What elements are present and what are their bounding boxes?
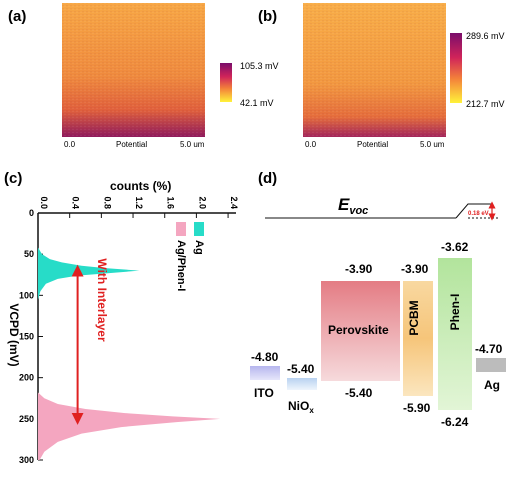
top-axis-ticks: 0.0 0.4 0.8 1.2 1.6 2.0 2.4 (37, 196, 239, 218)
top-axis-tick-label: 1.2 (134, 196, 144, 209)
left-axis-tick-label: 0 (29, 208, 34, 218)
evoc-main: E (338, 195, 350, 214)
panel-d: (d) 0.18 eV Evoc -4.80 ITO -5.40 NiOx -3… (250, 170, 506, 429)
panel-c-label: (c) (4, 170, 22, 187)
interlayer-arrow-label: With Interlayer (95, 258, 109, 342)
evoc-step (455, 203, 492, 219)
layer-perovskite-bottom: -5.40 (345, 386, 373, 400)
layer-perovskite-top: -3.90 (345, 262, 373, 276)
series-ag (38, 247, 140, 300)
legend-swatch-ag-phen (176, 222, 186, 236)
panel-a-label: (a) (8, 8, 26, 25)
panel-d-label: (d) (258, 170, 277, 187)
left-axis-tick-label: 300 (19, 455, 34, 465)
evoc-voltage: 0.18 eV (468, 211, 489, 217)
panel-a: (a) 105.3 mV 42.1 mV 0.0 Potential 5.0 u… (8, 3, 279, 149)
left-axis-tick-label: 50 (24, 249, 34, 259)
evoc-sub: voc (349, 205, 368, 217)
evoc-label: Evoc (338, 195, 368, 217)
panel-c: (c) counts (%) 0.0 0.4 0.8 1.2 1.6 2.0 2.4 0 50… (4, 170, 239, 465)
legend-label-ag-phen: Ag/Phen-I (175, 240, 187, 291)
layer-niox-name-sub: x (309, 406, 314, 415)
legend-swatch-ag (194, 222, 204, 236)
legend: Ag/Phen-I Ag (175, 222, 205, 291)
potential-map-a-texture (62, 3, 205, 137)
left-axis-tick-label: 100 (19, 290, 34, 300)
top-axis-tick-label: 0.8 (102, 196, 112, 209)
color-scale-b (450, 33, 462, 103)
left-axis-tick-label: 150 (19, 332, 34, 342)
layer-niox-name: NiOx (288, 399, 314, 415)
layer-ito-name: ITO (254, 386, 274, 400)
scale-min-b: 212.7 mV (466, 99, 505, 109)
layer-perovskite-name: Perovskite (328, 323, 389, 337)
axis-mid-b: Potential (357, 140, 388, 149)
layer-perovskite-bar (321, 281, 400, 381)
layer-pcbm-top: -3.90 (401, 262, 429, 276)
panel-b: (b) 289.6 mV 212.7 mV 0.0 Potential 5.0 … (258, 3, 505, 149)
top-axis-label: counts (%) (110, 179, 171, 193)
axis-right-b: 5.0 um (420, 140, 445, 149)
layer-niox-top: -5.40 (287, 362, 315, 376)
legend-label-ag: Ag (193, 240, 205, 255)
layer-pheni-bar (438, 258, 472, 410)
scale-min-a: 42.1 mV (240, 98, 274, 108)
layer-pcbm-bar (403, 281, 433, 396)
panel-b-label: (b) (258, 8, 277, 25)
layer-pheni-bottom: -6.24 (441, 415, 469, 429)
axis-mid-a: Potential (116, 140, 147, 149)
left-axis-tick-label: 200 (19, 373, 34, 383)
layer-ag-top: -4.70 (475, 342, 503, 356)
top-axis-tick-label: 1.6 (166, 196, 176, 209)
layer-pheni-top: -3.62 (441, 240, 469, 254)
layer-ito-bar (250, 366, 280, 380)
layer-pheni-name: Phen-I (448, 294, 462, 331)
top-axis-tick-label: 0.4 (71, 196, 81, 209)
left-axis-label: VCPD (mV) (7, 303, 21, 366)
top-axis-tick-label: 2.4 (229, 196, 239, 209)
layer-ag-bar (476, 358, 506, 372)
scale-max-a: 105.3 mV (240, 61, 279, 71)
potential-map-b-texture (303, 3, 446, 137)
top-axis-tick-label: 0.0 (39, 196, 49, 209)
layer-pcbm-bottom: -5.90 (403, 401, 431, 415)
color-scale-a (220, 63, 232, 102)
top-axis-tick-label: 2.0 (197, 196, 207, 209)
layer-niox-bar (287, 378, 317, 390)
axis-left-b: 0.0 (305, 140, 317, 149)
axis-right-a: 5.0 um (180, 140, 205, 149)
left-axis-tick-label: 250 (19, 414, 34, 424)
layer-ito-top: -4.80 (251, 350, 279, 364)
layer-niox-name-main: NiO (288, 399, 309, 413)
scale-max-b: 289.6 mV (466, 31, 505, 41)
layer-pcbm-name: PCBM (407, 300, 421, 335)
distribution-series (38, 247, 221, 460)
series-ag-phen-i (38, 392, 221, 460)
axis-left-a: 0.0 (64, 140, 76, 149)
layer-ag-name: Ag (484, 378, 500, 392)
